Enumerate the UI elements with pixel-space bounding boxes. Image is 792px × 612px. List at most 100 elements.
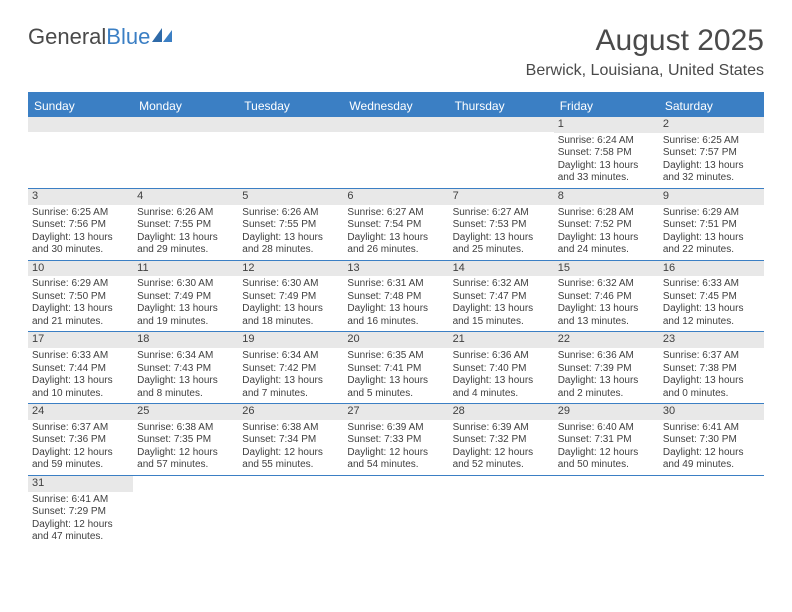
logo-text-2: Blue (106, 24, 150, 50)
daylight-line: Daylight: 12 hours and 59 minutes. (32, 447, 129, 472)
sunrise-line: Sunrise: 6:28 AM (558, 207, 655, 220)
day-number: 5 (238, 189, 343, 205)
day-cell: 23Sunrise: 6:37 AMSunset: 7:38 PMDayligh… (659, 332, 764, 403)
sunrise-line: Sunrise: 6:36 AM (453, 350, 550, 363)
weekday-label: Wednesday (343, 95, 448, 117)
day-cell: 13Sunrise: 6:31 AMSunset: 7:48 PMDayligh… (343, 261, 448, 332)
week-row: 17Sunrise: 6:33 AMSunset: 7:44 PMDayligh… (28, 332, 764, 404)
day-number: 18 (133, 332, 238, 348)
daylight-line: Daylight: 12 hours and 57 minutes. (137, 447, 234, 472)
day-body: Sunrise: 6:38 AMSunset: 7:34 PMDaylight:… (238, 420, 343, 475)
sunrise-line: Sunrise: 6:36 AM (558, 350, 655, 363)
sunrise-line: Sunrise: 6:26 AM (242, 207, 339, 220)
sunset-line: Sunset: 7:44 PM (32, 363, 129, 376)
day-body: Sunrise: 6:35 AMSunset: 7:41 PMDaylight:… (343, 348, 448, 403)
day-body: Sunrise: 6:30 AMSunset: 7:49 PMDaylight:… (238, 276, 343, 331)
day-number: 26 (238, 404, 343, 420)
day-cell: 12Sunrise: 6:30 AMSunset: 7:49 PMDayligh… (238, 261, 343, 332)
sunrise-line: Sunrise: 6:38 AM (242, 422, 339, 435)
daylight-line: Daylight: 12 hours and 47 minutes. (32, 519, 129, 544)
daylight-line: Daylight: 13 hours and 22 minutes. (663, 232, 760, 257)
sunrise-line: Sunrise: 6:27 AM (347, 207, 444, 220)
sunset-line: Sunset: 7:49 PM (242, 291, 339, 304)
day-cell: 6Sunrise: 6:27 AMSunset: 7:54 PMDaylight… (343, 189, 448, 260)
day-cell: 9Sunrise: 6:29 AMSunset: 7:51 PMDaylight… (659, 189, 764, 260)
day-number (238, 476, 343, 491)
day-body: Sunrise: 6:34 AMSunset: 7:42 PMDaylight:… (238, 348, 343, 403)
daylight-line: Daylight: 13 hours and 19 minutes. (137, 303, 234, 328)
day-cell (238, 476, 343, 547)
sunset-line: Sunset: 7:47 PM (453, 291, 550, 304)
calendar: SundayMondayTuesdayWednesdayThursdayFrid… (28, 92, 764, 547)
day-number (28, 117, 133, 132)
day-body: Sunrise: 6:27 AMSunset: 7:53 PMDaylight:… (449, 205, 554, 260)
daylight-line: Daylight: 12 hours and 54 minutes. (347, 447, 444, 472)
sunrise-line: Sunrise: 6:37 AM (663, 350, 760, 363)
daylight-line: Daylight: 13 hours and 25 minutes. (453, 232, 550, 257)
day-number: 2 (659, 117, 764, 133)
day-number (343, 117, 448, 132)
day-cell: 30Sunrise: 6:41 AMSunset: 7:30 PMDayligh… (659, 404, 764, 475)
day-cell (343, 476, 448, 547)
weekday-label: Tuesday (238, 95, 343, 117)
daylight-line: Daylight: 13 hours and 5 minutes. (347, 375, 444, 400)
daylight-line: Daylight: 12 hours and 52 minutes. (453, 447, 550, 472)
sunset-line: Sunset: 7:52 PM (558, 219, 655, 232)
day-cell: 7Sunrise: 6:27 AMSunset: 7:53 PMDaylight… (449, 189, 554, 260)
sunrise-line: Sunrise: 6:32 AM (453, 278, 550, 291)
day-cell: 3Sunrise: 6:25 AMSunset: 7:56 PMDaylight… (28, 189, 133, 260)
day-cell (133, 117, 238, 188)
sunrise-line: Sunrise: 6:32 AM (558, 278, 655, 291)
day-number: 20 (343, 332, 448, 348)
day-cell (554, 476, 659, 547)
week-row: 1Sunrise: 6:24 AMSunset: 7:58 PMDaylight… (28, 117, 764, 189)
day-body: Sunrise: 6:30 AMSunset: 7:49 PMDaylight:… (133, 276, 238, 331)
day-body: Sunrise: 6:37 AMSunset: 7:36 PMDaylight:… (28, 420, 133, 475)
sunrise-line: Sunrise: 6:33 AM (32, 350, 129, 363)
sunset-line: Sunset: 7:34 PM (242, 434, 339, 447)
day-number: 8 (554, 189, 659, 205)
logo-text-1: General (28, 24, 106, 50)
day-cell (449, 117, 554, 188)
week-row: 24Sunrise: 6:37 AMSunset: 7:36 PMDayligh… (28, 404, 764, 476)
sunset-line: Sunset: 7:29 PM (32, 506, 129, 519)
sunrise-line: Sunrise: 6:30 AM (242, 278, 339, 291)
day-number (133, 476, 238, 491)
day-number: 22 (554, 332, 659, 348)
day-number: 29 (554, 404, 659, 420)
sunrise-line: Sunrise: 6:39 AM (453, 422, 550, 435)
day-number: 21 (449, 332, 554, 348)
day-body: Sunrise: 6:25 AMSunset: 7:57 PMDaylight:… (659, 133, 764, 188)
sunrise-line: Sunrise: 6:25 AM (32, 207, 129, 220)
weeks-container: 1Sunrise: 6:24 AMSunset: 7:58 PMDaylight… (28, 117, 764, 547)
weekday-label: Friday (554, 95, 659, 117)
day-number: 12 (238, 261, 343, 277)
sunset-line: Sunset: 7:56 PM (32, 219, 129, 232)
daylight-line: Daylight: 13 hours and 8 minutes. (137, 375, 234, 400)
sunrise-line: Sunrise: 6:34 AM (137, 350, 234, 363)
day-body: Sunrise: 6:38 AMSunset: 7:35 PMDaylight:… (133, 420, 238, 475)
daylight-line: Daylight: 12 hours and 49 minutes. (663, 447, 760, 472)
day-number: 10 (28, 261, 133, 277)
day-cell: 29Sunrise: 6:40 AMSunset: 7:31 PMDayligh… (554, 404, 659, 475)
day-body: Sunrise: 6:29 AMSunset: 7:51 PMDaylight:… (659, 205, 764, 260)
day-number: 13 (343, 261, 448, 277)
day-cell: 31Sunrise: 6:41 AMSunset: 7:29 PMDayligh… (28, 476, 133, 547)
sunrise-line: Sunrise: 6:41 AM (32, 494, 129, 507)
day-number: 6 (343, 189, 448, 205)
week-row: 3Sunrise: 6:25 AMSunset: 7:56 PMDaylight… (28, 189, 764, 261)
sunrise-line: Sunrise: 6:40 AM (558, 422, 655, 435)
sunset-line: Sunset: 7:53 PM (453, 219, 550, 232)
daylight-line: Daylight: 13 hours and 24 minutes. (558, 232, 655, 257)
weekday-row: SundayMondayTuesdayWednesdayThursdayFrid… (28, 95, 764, 117)
sunrise-line: Sunrise: 6:27 AM (453, 207, 550, 220)
daylight-line: Daylight: 13 hours and 4 minutes. (453, 375, 550, 400)
logo: GeneralBlue (28, 24, 174, 50)
day-body: Sunrise: 6:28 AMSunset: 7:52 PMDaylight:… (554, 205, 659, 260)
sunrise-line: Sunrise: 6:39 AM (347, 422, 444, 435)
daylight-line: Daylight: 13 hours and 16 minutes. (347, 303, 444, 328)
day-number: 25 (133, 404, 238, 420)
day-number: 27 (343, 404, 448, 420)
day-cell (343, 117, 448, 188)
sunrise-line: Sunrise: 6:30 AM (137, 278, 234, 291)
